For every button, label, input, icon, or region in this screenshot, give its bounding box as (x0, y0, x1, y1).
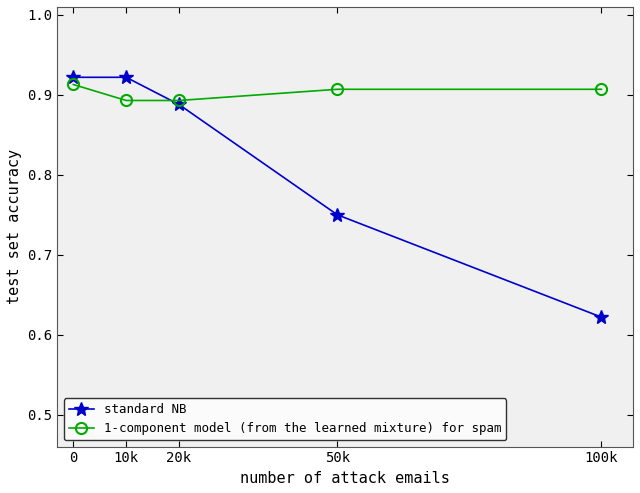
standard NB (598, 314, 605, 320)
1-component model (from the learned mixture) for spam (598, 86, 605, 92)
1-component model (from the learned mixture) for spam (175, 98, 183, 104)
standard NB (175, 102, 183, 107)
Y-axis label: test set accuracy: test set accuracy (7, 149, 22, 304)
standard NB (122, 74, 130, 80)
standard NB (70, 74, 77, 80)
Legend: standard NB, 1-component model (from the learned mixture) for spam: standard NB, 1-component model (from the… (64, 398, 506, 440)
standard NB (333, 212, 341, 218)
Line: 1-component model (from the learned mixture) for spam: 1-component model (from the learned mixt… (68, 79, 607, 106)
1-component model (from the learned mixture) for spam (70, 81, 77, 87)
X-axis label: number of attack emails: number of attack emails (241, 471, 450, 486)
Line: standard NB: standard NB (67, 70, 608, 324)
1-component model (from the learned mixture) for spam (122, 98, 130, 104)
1-component model (from the learned mixture) for spam (333, 86, 341, 92)
